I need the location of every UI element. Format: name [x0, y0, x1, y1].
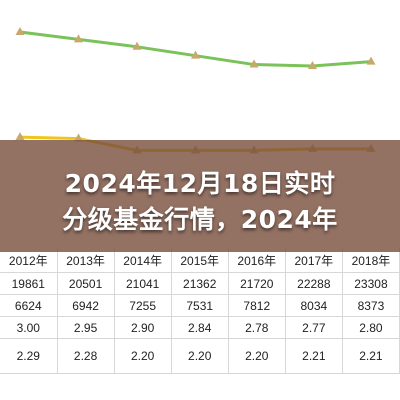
year-label: 2012年: [8, 253, 48, 268]
table-cell: 7255: [114, 294, 172, 317]
table-cell: 2.84: [171, 316, 229, 339]
table-cell: 21362: [171, 272, 229, 295]
year-label: 2013年: [66, 253, 105, 268]
table-cell: 2.29: [0, 338, 58, 374]
point-marker: [15, 132, 25, 141]
table-cell: 8034: [285, 294, 343, 317]
table-cell: 7812: [228, 294, 286, 317]
year-label: 2017年: [294, 253, 334, 268]
table-cell: 22288: [285, 272, 343, 295]
point-marker: [366, 56, 376, 65]
year-label: 2016年: [237, 253, 277, 268]
table-cell: 2.21: [342, 338, 400, 374]
headline-banner: 2024年12月18日实时 分级基金行情，2024年: [0, 140, 400, 252]
table-cell: 3.00: [0, 316, 58, 339]
point-marker: [15, 27, 25, 35]
point-marker: [132, 41, 142, 50]
table-cell: 7531: [171, 294, 229, 317]
table-cell: 2.20: [171, 338, 229, 374]
table-cell: 2.21: [285, 338, 343, 374]
headline-line-2: 分级基金行情，2024年: [62, 205, 338, 234]
table-cell: 8373: [342, 294, 400, 317]
table-cell: 21720: [228, 272, 286, 295]
series-line-1: [19, 30, 372, 68]
data-table: 2012年 2013年 2014年 2015年 2016年 2017年 2018年 19861…: [0, 248, 400, 400]
year-label: 2018年: [351, 253, 391, 268]
table-cell: 2.20: [228, 338, 286, 374]
table-cell: 20501: [57, 272, 115, 295]
year-label: 2014年: [123, 253, 162, 268]
point-marker: [74, 34, 83, 43]
table-row: 2.29 2.28 2.20 2.20 2.20 2.21 2.21: [0, 338, 400, 374]
year-header-row: 2012年 2013年 2014年 2015年 2016年 2017年 2018年: [0, 248, 400, 273]
year-header-cell: 2018年: [342, 248, 400, 273]
year-header-cell: 2015年: [171, 248, 229, 273]
table-cell: 23308: [342, 272, 400, 295]
table-cell: 2.95: [57, 316, 115, 339]
point-marker: [191, 50, 200, 59]
year-label: 2015年: [180, 253, 220, 268]
table-cell: 2.78: [228, 316, 286, 339]
table-cell: 2.90: [114, 316, 172, 339]
table-cell: 6942: [57, 294, 115, 317]
year-header-cell: 2012年: [0, 248, 58, 273]
table-row: 19861 20501 21041 21362 21720 22288 23308: [0, 272, 400, 295]
table-cell: 21041: [114, 272, 172, 295]
table-cell: 2.28: [57, 338, 115, 374]
year-header-cell: 2014年: [114, 248, 172, 273]
year-header-cell: 2013年: [57, 248, 115, 273]
table-cell: 2.20: [114, 338, 172, 374]
table-row: 6624 6942 7255 7531 7812 8034 8373: [0, 294, 400, 317]
line-chart: [0, 0, 400, 160]
point-marker: [249, 59, 259, 68]
point-marker: [74, 133, 83, 142]
data-table-grid: 2012年 2013年 2014年 2015年 2016年 2017年 2018年 19861…: [0, 248, 400, 374]
table-cell: 19861: [0, 272, 58, 295]
point-marker: [308, 61, 317, 70]
chart-plot: [15, 27, 376, 154]
table-cell: 2.77: [285, 316, 343, 339]
year-header-cell: 2017年: [285, 248, 343, 273]
table-cell: 2.80: [342, 316, 400, 339]
year-header-cell: 2016年: [228, 248, 286, 273]
headline-line-1: 2024年12月18日实时: [64, 169, 336, 198]
table-cell: 6624: [0, 294, 58, 317]
table-row: 3.00 2.95 2.90 2.84 2.78 2.77 2.80: [0, 316, 400, 339]
